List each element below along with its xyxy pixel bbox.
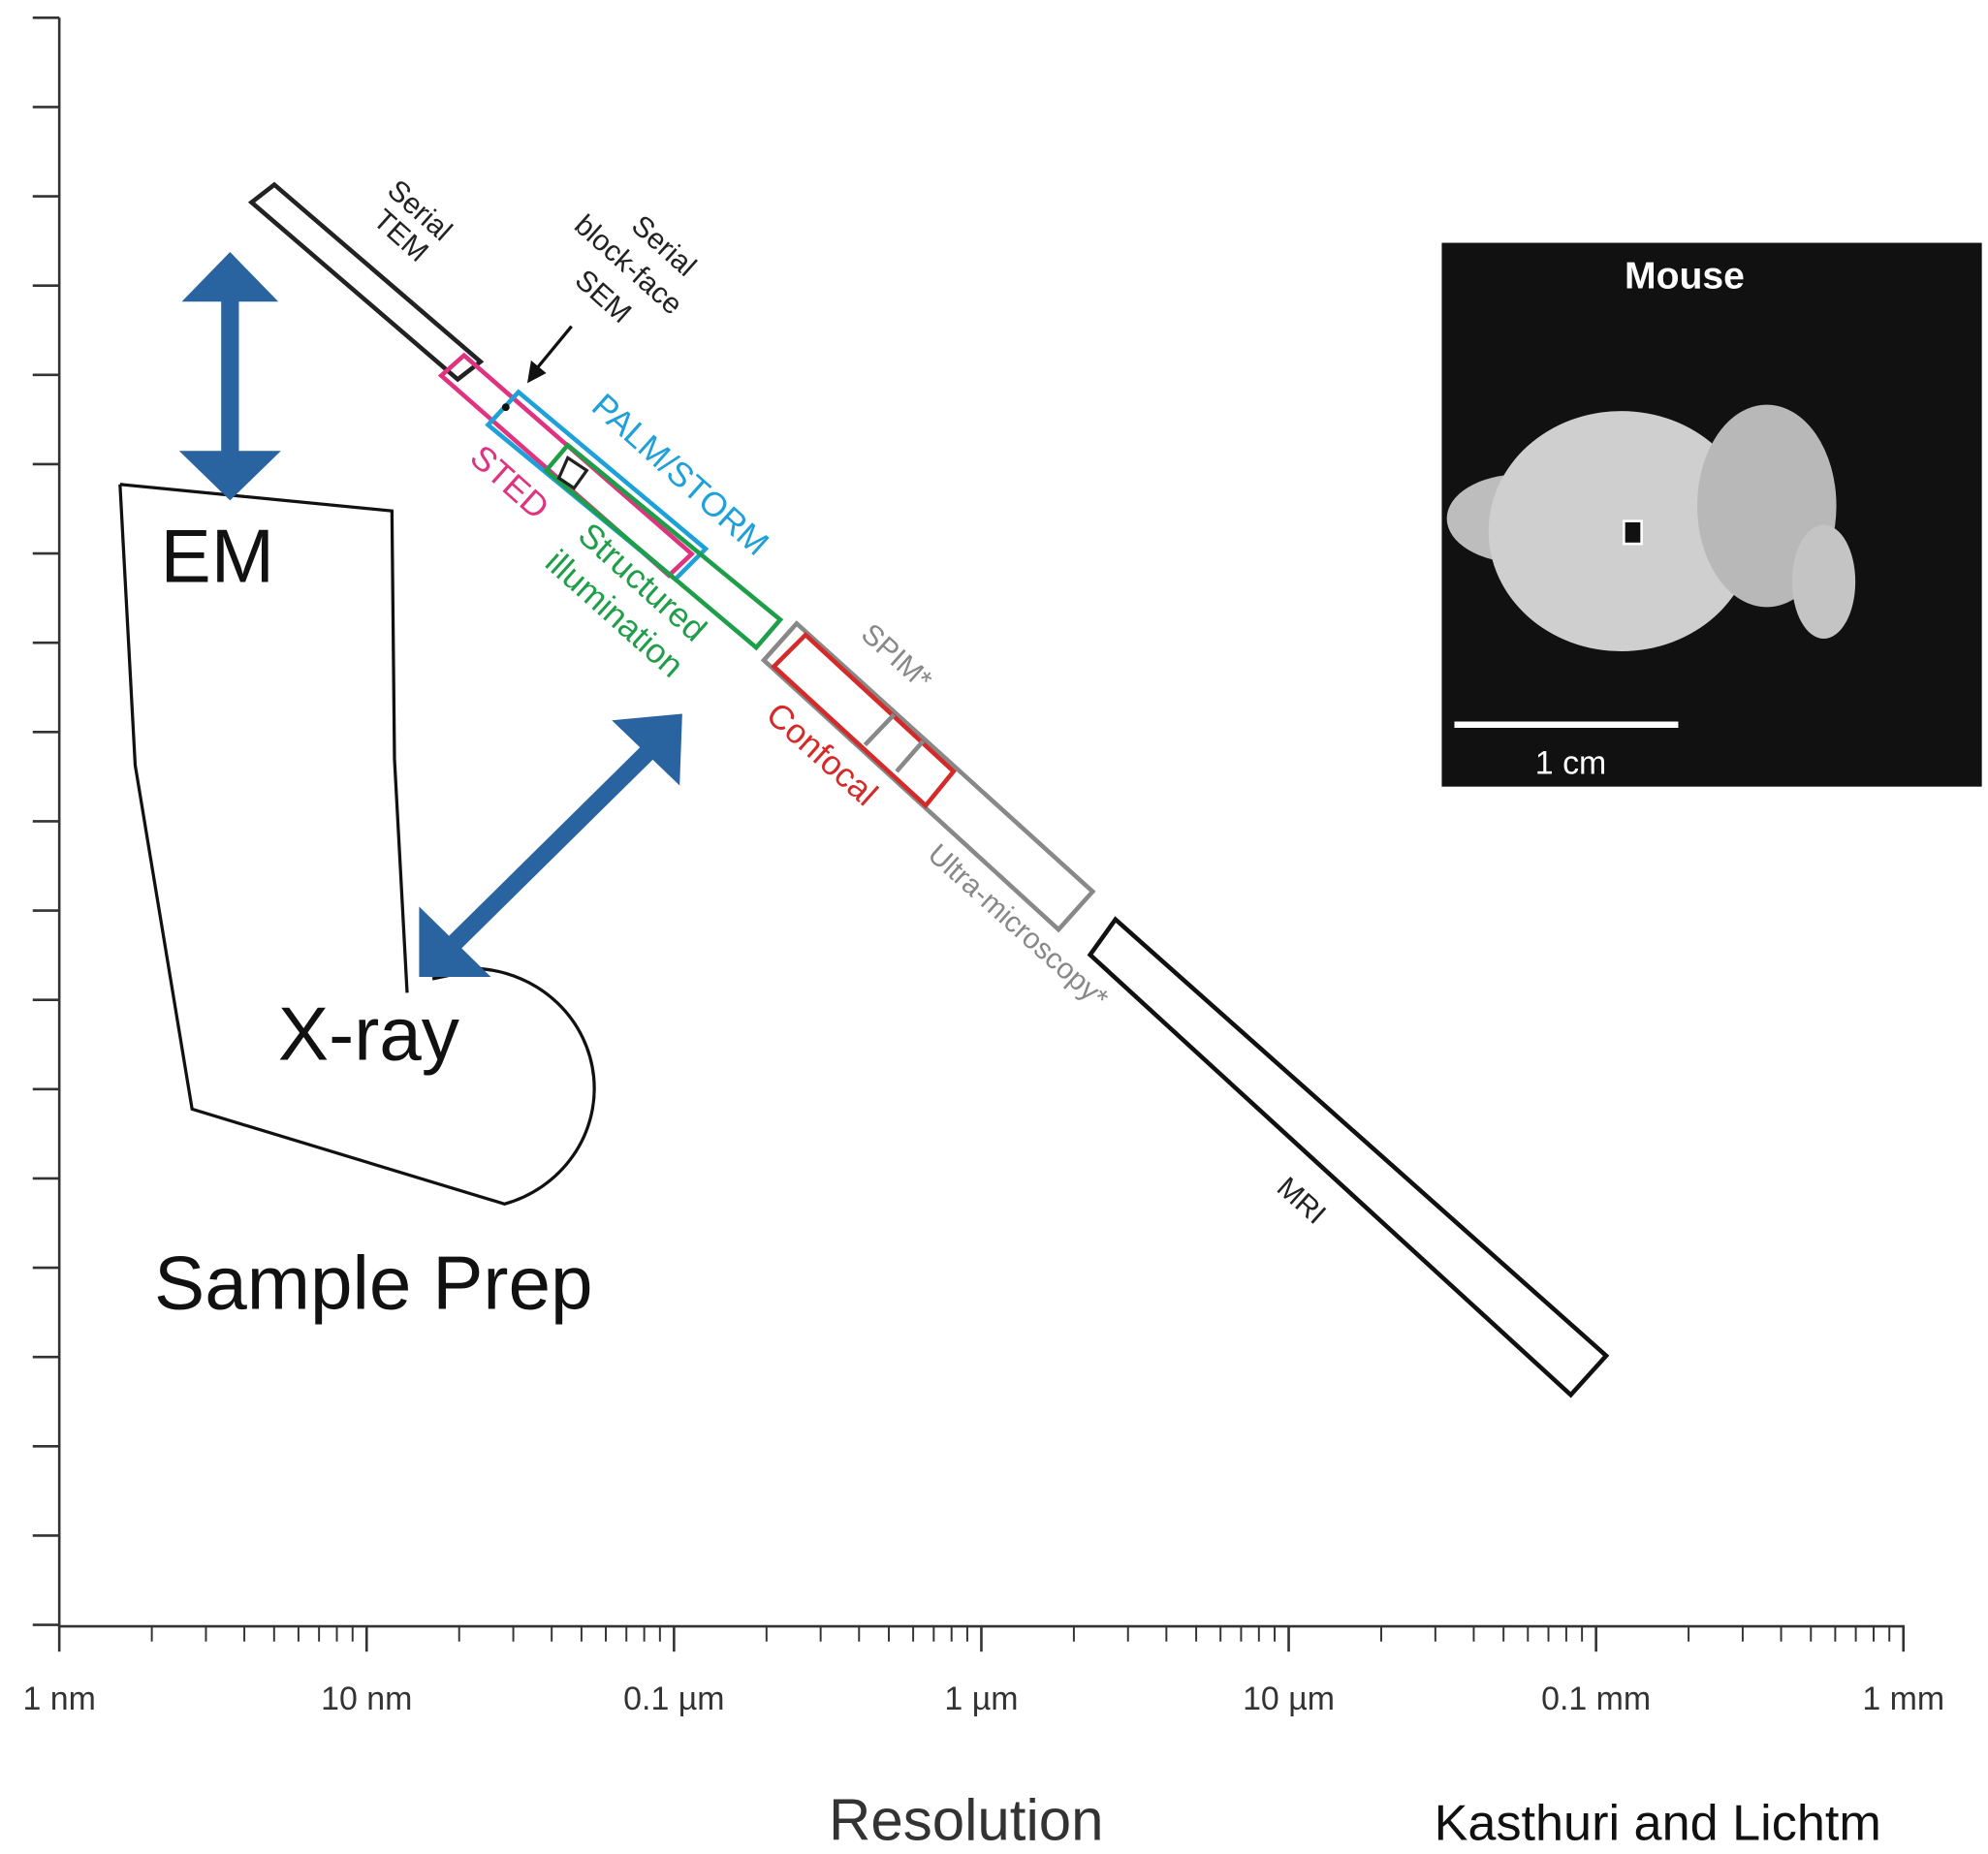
method-label: STED [463, 438, 556, 527]
x-tick-label: 1 nm [22, 1681, 95, 1717]
x-tick-label: 1 mm [1862, 1681, 1944, 1717]
sample-prep-label: Sample Prep [154, 1241, 593, 1326]
x-axis-title: Resolution [829, 1788, 1104, 1853]
arrow-shaft [453, 750, 650, 945]
method-boxes [252, 185, 1607, 1396]
scale-label: 1 cm [1535, 745, 1606, 782]
method-label: MRI [1271, 1171, 1332, 1230]
inset-title: Mouse [1625, 256, 1745, 298]
method-label: Ultra-microscopy* [922, 838, 1115, 1016]
brain [1792, 525, 1855, 639]
mri-box [1090, 920, 1606, 1396]
x-tick-label: 10 nm [321, 1681, 412, 1717]
page: Mouse 1 cm Serial TEM Serial block-face … [0, 0, 1988, 1854]
inset: Mouse 1 cm [1441, 243, 1981, 787]
divider [897, 741, 923, 771]
figure: Mouse 1 cm Serial TEM Serial block-face … [0, 0, 1988, 1854]
arrow-head [183, 253, 277, 301]
x-tick-label: 1 µm [944, 1681, 1018, 1717]
x-tick-label: 0.1 µm [623, 1681, 724, 1717]
marker [1624, 521, 1641, 544]
credit: Kasthuri and Lichtm [1435, 1796, 1881, 1852]
xray-label: X-ray [278, 991, 459, 1077]
divider [865, 714, 894, 744]
pointer-head [527, 361, 547, 383]
em-label: EM [161, 513, 274, 598]
x-tick-label: 10 µm [1243, 1681, 1335, 1717]
pointer [536, 327, 572, 369]
dot [502, 403, 510, 411]
x-tick-label: 0.1 mm [1541, 1681, 1651, 1717]
method-labels: Serial TEM Serial block-face SEM PALM/ST… [367, 173, 1332, 1230]
